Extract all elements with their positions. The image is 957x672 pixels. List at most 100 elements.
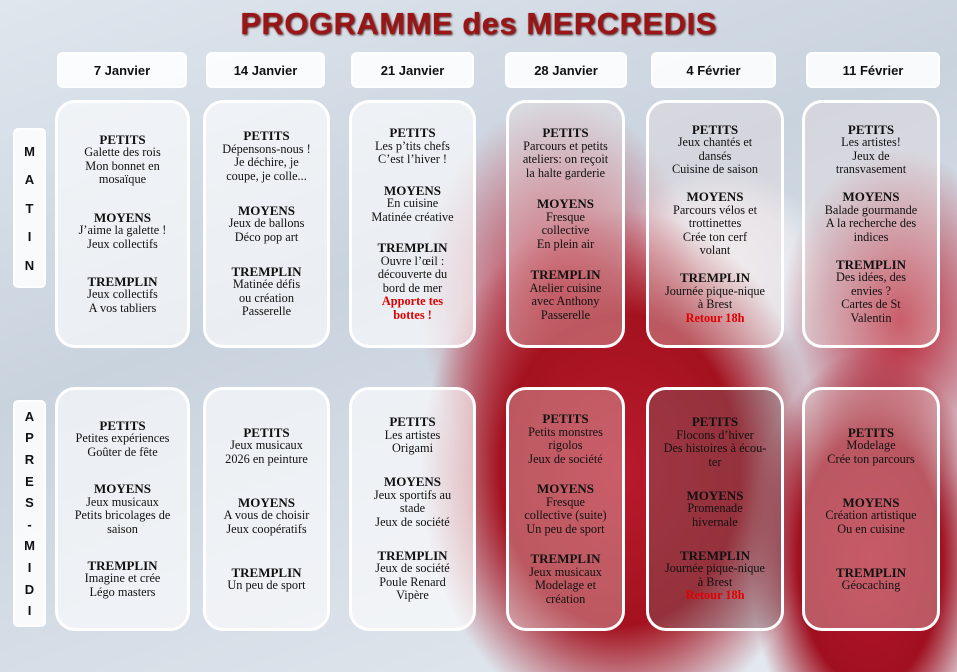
age-group-moyens: MOYENS Balade gourmande A la recherche des… <box>825 190 918 244</box>
activity-line: Matinée défis <box>232 277 301 292</box>
activity-line: création <box>545 591 586 606</box>
activity-line: Petites expériences <box>75 431 170 446</box>
activity-line: collective (suite) <box>524 508 607 522</box>
activity-line: A vos tabliers <box>88 300 157 315</box>
group-label: TREMPLIN <box>377 547 448 563</box>
activity-card-matin: PETITS Galette des rois Mon bonnet en mosaï… <box>55 100 190 348</box>
group-label: MOYENS <box>536 196 595 211</box>
age-group-tremplin: TREMPLIN Des idées, des envies ? Cartes de … <box>836 258 906 326</box>
age-group-petits: PETITS Modelage Crée ton parcours <box>827 425 915 467</box>
age-group-tremplin: TREMPLIN Jeux de société Poule Renard Vipèr… <box>375 549 449 603</box>
activity-line: Crée ton parcours <box>827 451 915 466</box>
activity-line: Modelage <box>846 438 896 452</box>
period-letter: M <box>24 538 35 554</box>
period-letter: I <box>27 560 32 575</box>
group-label: TREMPLIN <box>835 564 907 580</box>
activity-line: Journée pique-nique <box>664 283 766 298</box>
activity-line: Goûter de fête <box>87 444 158 459</box>
age-group-petits: PETITS Parcours et petits ateliers: on reç… <box>523 126 608 180</box>
group-label: MOYENS <box>237 202 296 218</box>
activity-line: A vous de choisir <box>223 508 310 522</box>
group-label: PETITS <box>389 414 436 430</box>
activity-line: ou création <box>239 290 294 305</box>
activity-card-apres-midi: PETITS Modelage Crée ton parcours MOYENS Cré… <box>802 387 940 631</box>
activity-card-matin: PETITS Dépensons-nous ! Je déchire, je coup… <box>203 100 330 348</box>
activity-line: Un peu de sport <box>227 578 306 592</box>
activity-line: découverte du <box>377 267 448 281</box>
highlight-note: bottes ! <box>393 307 432 322</box>
activity-line: Dépensons-nous ! <box>222 141 311 156</box>
group-label: MOYENS <box>686 487 744 503</box>
activity-line: Les artistes <box>384 427 441 442</box>
activity-line: Matinée créative <box>371 209 454 224</box>
activity-line: J’aime la galette ! <box>78 223 167 237</box>
group-label: MOYENS <box>536 481 595 496</box>
age-group-petits: PETITS Dépensons-nous ! Je déchire, je coup… <box>222 129 310 183</box>
activity-line: Des histoires à écou- <box>663 441 767 456</box>
activity-line: Création artistique <box>825 508 917 522</box>
group-label: PETITS <box>99 131 146 147</box>
age-group-petits: PETITS Petits monstres rigolos Jeux de soci… <box>528 412 603 466</box>
activity-line: Ouvre l’œil : <box>380 253 445 268</box>
age-group-tremplin: TREMPLIN Atelier cuisine avec Anthony Passe… <box>529 268 601 322</box>
group-label: PETITS <box>99 417 146 433</box>
period-letter: S <box>25 495 34 511</box>
activity-line: Jeux musicaux <box>529 564 602 579</box>
age-group-tremplin: TREMPLIN Un peu de sport <box>227 565 306 593</box>
period-letter: M <box>24 143 35 159</box>
group-label: TREMPLIN <box>87 273 158 289</box>
activity-line: Mon bonnet en <box>85 158 160 173</box>
highlight-note: Retour 18h <box>685 310 745 325</box>
period-letter: - <box>27 516 32 532</box>
date-header: 7 Janvier <box>57 52 187 88</box>
activity-line: Petits monstres <box>528 424 603 439</box>
age-group-tremplin: TREMPLIN Journée pique-nique à Brest Retour… <box>665 549 765 603</box>
age-group-petits: PETITS Petites expériences Goûter de fête <box>76 419 170 460</box>
group-label: TREMPLIN <box>377 240 448 255</box>
group-label: MOYENS <box>383 474 442 490</box>
activity-line: Jeux musicaux <box>86 494 159 509</box>
activity-line: Origami <box>392 441 433 456</box>
activity-line: rigolos <box>548 438 583 452</box>
activity-card-matin: PETITS Jeux chantés et dansés Cuisine de sa… <box>646 100 784 348</box>
activity-card-apres-midi: PETITS Petits monstres rigolos Jeux de soci… <box>506 387 625 631</box>
activity-line: à Brest <box>697 297 733 312</box>
activity-card-apres-midi: PETITS Flocons d’hiver Des histoires à éco… <box>646 387 784 631</box>
age-group-moyens: MOYENS Jeux sportifs au stade Jeux de socié… <box>374 475 451 529</box>
age-group-petits: PETITS Les artistes Origami <box>385 415 441 456</box>
group-label: PETITS <box>847 121 895 137</box>
group-label: TREMPLIN <box>231 263 302 279</box>
group-label: PETITS <box>691 121 739 137</box>
period-letter: A <box>24 408 35 424</box>
activity-line: hivernale <box>692 514 738 529</box>
group-label: TREMPLIN <box>530 551 601 566</box>
activity-line: à Brest <box>697 574 733 589</box>
period-letter: A <box>24 172 35 187</box>
period-letter: D <box>24 581 35 597</box>
period-letter: I <box>27 603 32 619</box>
activity-line: trottinettes <box>688 216 742 231</box>
group-label: MOYENS <box>686 189 744 205</box>
group-label: PETITS <box>389 125 436 140</box>
activity-card-matin: PETITS Les artistes! Jeux de transvasement M… <box>802 100 940 348</box>
age-group-tremplin: TREMPLIN Jeux musicaux Modelage et création <box>529 552 602 606</box>
age-group-moyens: MOYENS Parcours vélos et trottinettes Crée … <box>673 190 757 258</box>
date-header: 14 Janvier <box>206 52 325 88</box>
activity-line: ateliers: on reçoit <box>522 152 609 166</box>
activity-line: Jeux collectifs <box>87 287 158 302</box>
activity-line: Jeux de <box>852 148 890 163</box>
activity-line: Atelier cuisine <box>529 280 602 295</box>
activity-line: Les artistes! <box>841 135 901 150</box>
activity-line: Passerelle <box>241 304 292 319</box>
age-group-moyens: MOYENS Création artistique Ou en cuisine <box>825 495 917 537</box>
activity-line: Jeux chantés et <box>677 135 753 150</box>
activity-line: stade <box>399 501 426 516</box>
period-letter: E <box>25 473 34 489</box>
activity-line: mosaïque <box>98 172 147 187</box>
activity-line: Modelage et <box>534 578 597 592</box>
group-label: TREMPLIN <box>679 547 751 563</box>
group-label: MOYENS <box>93 481 152 496</box>
group-label: PETITS <box>243 128 290 144</box>
activity-line: Galette des rois <box>84 145 161 160</box>
